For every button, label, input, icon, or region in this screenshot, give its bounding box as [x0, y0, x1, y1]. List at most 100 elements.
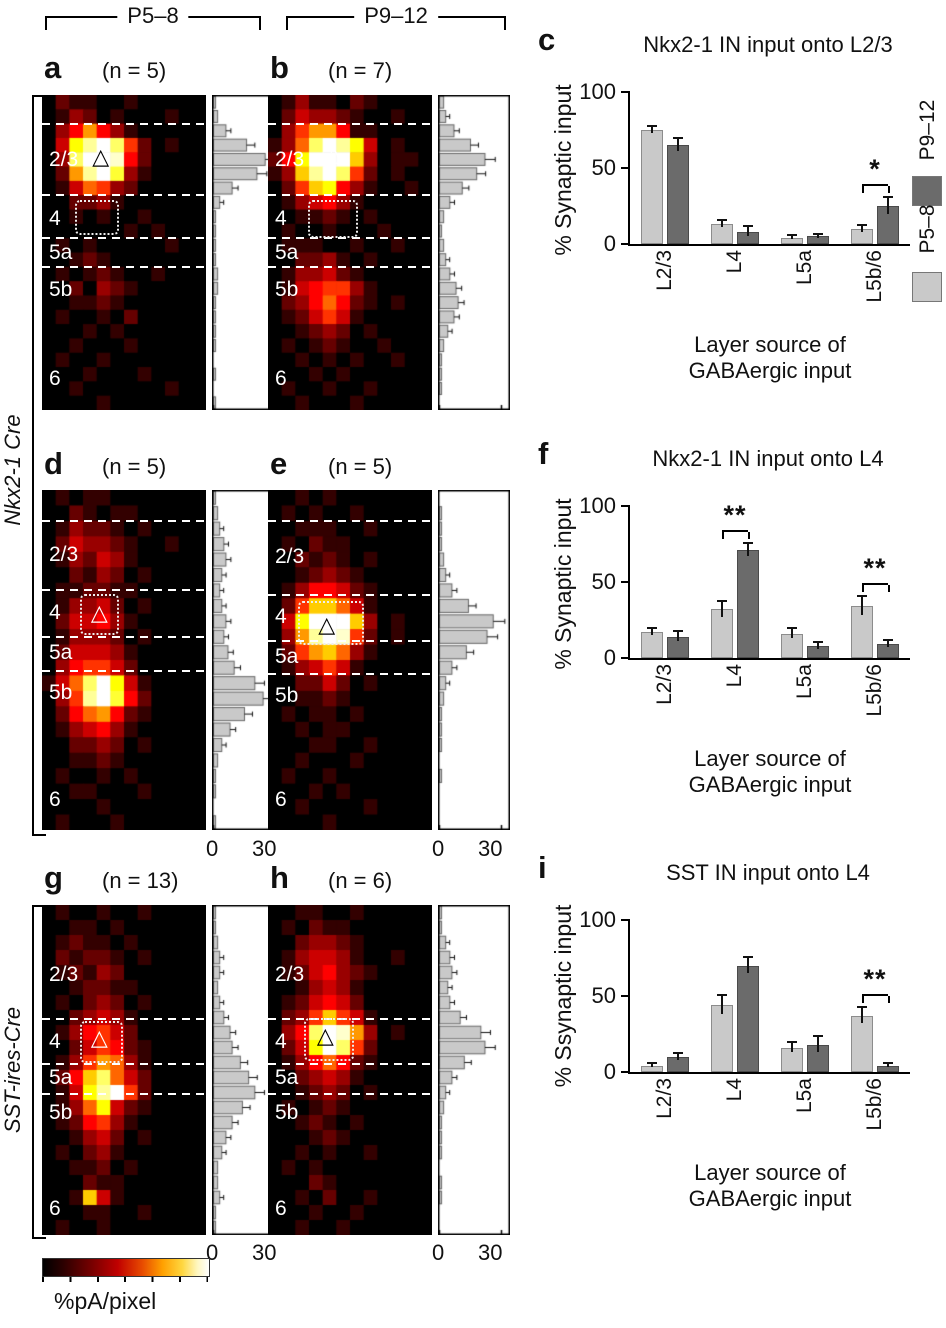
layer-boundary-line	[42, 1063, 206, 1065]
chart-c-title: Nkx2-1 IN input onto L2/3	[643, 32, 893, 57]
error-bar-cap	[647, 627, 657, 630]
layer-boundary-line	[42, 237, 206, 240]
chart-f-title: Nkx2-1 IN input onto L4	[652, 446, 884, 471]
bar	[737, 965, 759, 1072]
layer-label: 4	[275, 605, 287, 629]
layer-boundary-line	[268, 122, 432, 125]
panel-n-d: (n = 5)	[102, 454, 167, 479]
error-bar-cap	[857, 223, 867, 226]
heatmap-d-canvas	[42, 490, 206, 830]
layer-label: 5a	[275, 645, 299, 669]
l4-roi-box	[307, 199, 359, 239]
layer-label: 2/3	[49, 543, 79, 567]
x-axis-category-label: L4	[723, 250, 746, 274]
layer-label: 6	[49, 366, 61, 390]
sig-bracket	[722, 530, 748, 532]
sig-bracket-end	[888, 186, 890, 194]
error-bar	[861, 597, 863, 616]
layer-label: 5a	[275, 1066, 299, 1089]
bar	[851, 1015, 873, 1072]
error-bar	[887, 198, 889, 214]
layer-boundary-line	[268, 1093, 432, 1095]
sig-bracket-end	[862, 186, 864, 194]
panel-letter-h: h	[270, 860, 289, 895]
panel-letter-g: g	[44, 860, 63, 895]
layer-label: 2/3	[275, 545, 305, 568]
y-axis-tick-label: 100	[579, 907, 616, 932]
y-axis-tick	[621, 1071, 630, 1073]
error-bar-cap	[813, 1035, 823, 1038]
layer-boundary-line	[268, 265, 432, 268]
sig-bracket-end	[748, 532, 750, 539]
error-bar-cap	[673, 1051, 683, 1054]
chart-f-plot: 0 50 100 L2/3 L4 L5a L5b/6 ** **	[579, 493, 910, 717]
layer-label: 4	[275, 206, 287, 230]
layer-boundary-line	[42, 635, 206, 638]
error-bar	[651, 1064, 653, 1068]
error-bar	[677, 632, 679, 642]
layer-label: 6	[275, 1196, 287, 1220]
soma-marker-triangle: △	[318, 611, 336, 637]
error-bar-cap	[883, 196, 893, 199]
layer-boundary-line	[42, 519, 206, 522]
layer-boundary-line	[268, 594, 432, 597]
sig-symbol: **	[863, 964, 887, 995]
l4-roi-box	[298, 601, 364, 645]
error-bar-cap	[717, 219, 727, 222]
layer-boundary-line	[42, 1018, 206, 1020]
error-bar	[791, 629, 793, 639]
y-axis-tick-label: 100	[579, 493, 616, 518]
panel-letter-a: a	[44, 50, 62, 85]
histogram-h-canvas	[438, 905, 510, 1235]
layer-label: 2/3	[275, 962, 305, 986]
error-bar-cap	[787, 1041, 797, 1044]
y-axis-tick	[621, 995, 630, 997]
error-bar	[887, 1064, 889, 1068]
error-bar	[747, 227, 749, 237]
legend-swatch-p9-12	[912, 176, 942, 206]
y-axis-tick-label: 0	[603, 231, 616, 256]
hist-d-axis-max: 30	[252, 836, 277, 861]
x-axis-category-label: L2/3	[653, 664, 676, 705]
layer-label: 5b	[275, 684, 299, 708]
error-bar-cap	[673, 630, 683, 633]
layer-label: 5a	[49, 240, 73, 264]
chart-i-plot: 0 50 100 L2/3 L4 L5a L5b/6 **	[579, 907, 910, 1131]
layer-boundary-line	[42, 669, 206, 672]
cre-line-label-nkx2-1: Nkx2-1 Cre	[0, 414, 25, 526]
hist-e-axis-max: 30	[478, 836, 503, 861]
l4-roi-box	[74, 199, 119, 236]
layer-boundary-line	[42, 194, 206, 197]
heatmap-panel-b: 2/3 4 5a 5b 6 △	[268, 95, 432, 410]
error-bar-cap	[717, 599, 727, 602]
legend-label-p5-8: P5–8	[916, 204, 939, 254]
x-axis-category-label: L5b/6	[863, 664, 886, 717]
layer-label: 5b	[275, 1100, 299, 1124]
sig-symbol: *	[869, 154, 881, 185]
sig-bracket-end	[888, 585, 890, 593]
heatmap-b-canvas	[268, 95, 432, 410]
y-axis-tick-label: 0	[603, 645, 616, 670]
error-bar	[721, 221, 723, 228]
histogram-b-canvas	[438, 95, 510, 410]
layer-label: 6	[49, 1196, 61, 1220]
error-bar-cap	[883, 1062, 893, 1065]
error-bar	[651, 629, 653, 636]
error-bar-cap	[717, 994, 727, 996]
age-bracket-p5-8: P5–8	[45, 3, 261, 30]
hist-h-axis-min: 0	[432, 1240, 445, 1265]
y-axis-tick-label: 50	[591, 569, 616, 594]
layer-label: 5b	[49, 1100, 73, 1124]
layer-boundary-line	[268, 672, 432, 675]
error-bar-cap	[787, 627, 797, 630]
colorbar-label: %pA/pixel	[54, 1288, 157, 1314]
error-bar-cap	[857, 595, 867, 598]
panel-letter-i: i	[538, 850, 547, 885]
x-axis-category-label: L2/3	[653, 250, 676, 291]
chart-f-xlabel: Layer source of GABAergic input	[688, 746, 852, 798]
panel-n-h: (n = 6)	[328, 868, 393, 893]
layer-label: 6	[275, 787, 287, 811]
bar	[641, 130, 663, 244]
chart-i-title: SST IN input onto L4	[666, 860, 870, 885]
